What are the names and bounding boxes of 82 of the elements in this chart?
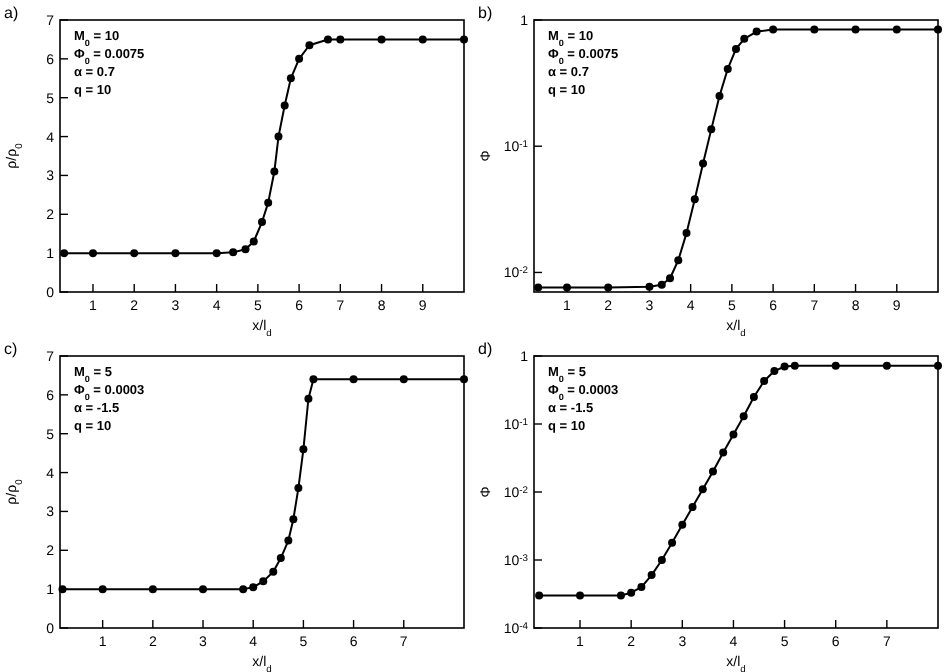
point [892, 25, 901, 34]
point [740, 34, 749, 43]
point [882, 361, 891, 370]
point [299, 445, 308, 454]
point [377, 35, 386, 44]
point [418, 35, 427, 44]
point [534, 283, 543, 292]
point [760, 376, 769, 385]
point [682, 229, 691, 238]
point [576, 591, 585, 600]
point [274, 132, 283, 141]
point [294, 484, 303, 493]
point [851, 25, 860, 34]
point [719, 448, 728, 457]
point [460, 375, 468, 384]
point [148, 585, 157, 594]
point [323, 35, 332, 44]
point [399, 375, 408, 384]
point [674, 256, 683, 265]
point [934, 361, 942, 370]
point [698, 485, 707, 494]
point [249, 583, 258, 592]
point [276, 554, 285, 563]
point [88, 249, 97, 258]
point [286, 74, 295, 83]
point [249, 237, 258, 246]
point [752, 27, 761, 36]
point [295, 54, 304, 63]
point [280, 101, 289, 110]
point [708, 467, 717, 476]
point [666, 274, 675, 283]
point [637, 583, 646, 592]
point [171, 249, 180, 258]
point [212, 249, 221, 258]
point [336, 35, 345, 44]
point [657, 556, 666, 564]
point [810, 25, 819, 34]
point [699, 159, 708, 168]
point [627, 588, 636, 597]
point [790, 361, 799, 370]
point [264, 198, 273, 207]
point [657, 280, 666, 289]
point [259, 577, 268, 586]
point [241, 245, 250, 254]
point [690, 195, 699, 204]
point [460, 35, 468, 44]
point [258, 218, 266, 227]
point [678, 520, 687, 529]
point [309, 375, 318, 384]
point [934, 25, 942, 34]
chart-title: d) [478, 340, 493, 358]
point [349, 375, 358, 384]
point [229, 248, 238, 257]
point [769, 25, 778, 34]
point [668, 538, 677, 547]
point [304, 394, 313, 403]
point [535, 591, 544, 600]
chart-title: c) [4, 340, 18, 358]
point [269, 567, 278, 576]
point [647, 571, 656, 580]
point [780, 362, 789, 371]
point [729, 430, 738, 439]
chart-title: b) [478, 4, 493, 22]
point [688, 503, 697, 512]
point [831, 361, 840, 370]
point [199, 585, 208, 594]
chart-title: a) [4, 4, 19, 22]
point [715, 91, 724, 100]
point [284, 536, 293, 545]
point [770, 367, 779, 376]
point [707, 125, 716, 134]
point [98, 585, 107, 594]
point [616, 591, 625, 600]
point [749, 392, 758, 401]
point [723, 64, 732, 73]
point [239, 585, 248, 594]
point [270, 167, 279, 176]
point [305, 41, 314, 50]
point [130, 249, 139, 258]
point [289, 515, 298, 524]
point [732, 44, 740, 53]
point [739, 412, 748, 421]
